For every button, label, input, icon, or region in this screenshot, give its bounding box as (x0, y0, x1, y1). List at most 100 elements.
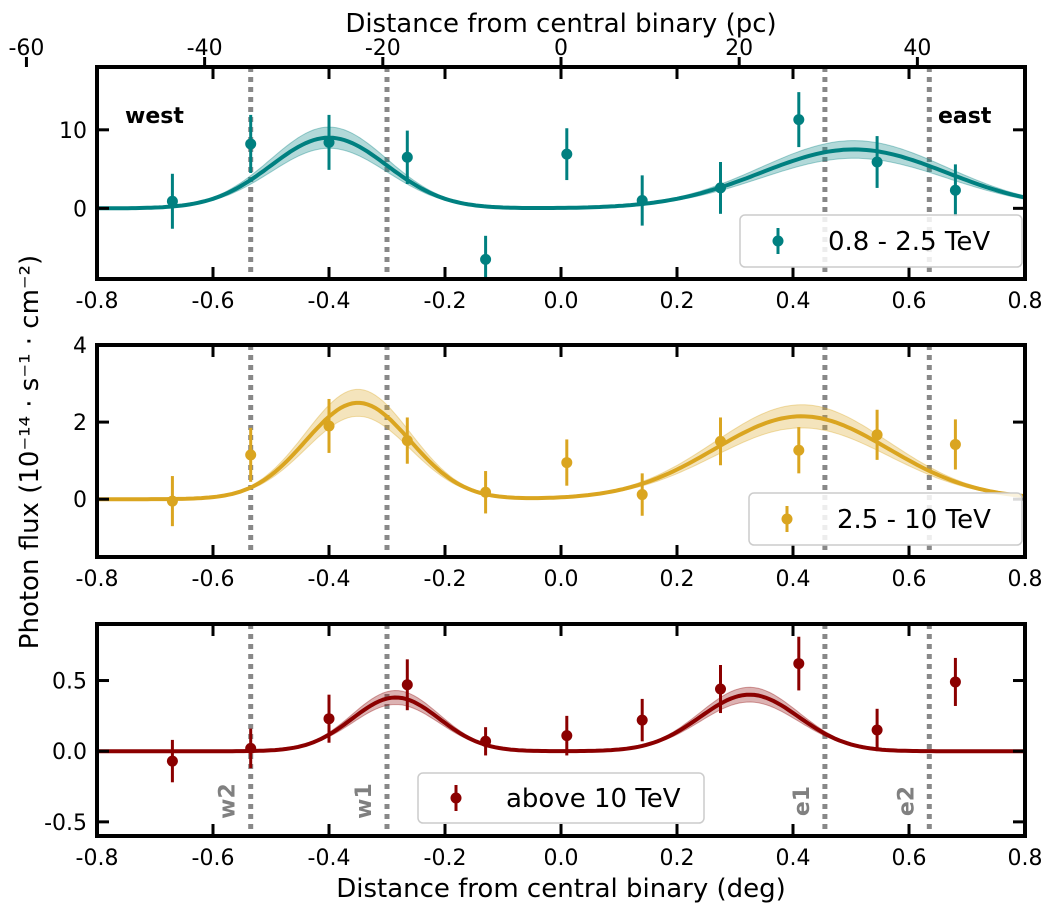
x-tick-label: 0.6 (892, 846, 927, 871)
model-fit-line (97, 692, 1025, 754)
data-point (323, 136, 335, 148)
data-point (715, 182, 726, 194)
x-axis-label-deg: Distance from central binary (deg) (336, 874, 786, 904)
chart-panel-bottom: -0.8 -0.6 -0.4 -0.2 0.0 0.2 0.4 0.6 0.8 -0.5 0.0 0.… (44, 622, 1043, 871)
data-point (166, 495, 178, 507)
data-point (401, 435, 413, 447)
x-tick-label: -0.6 (192, 289, 235, 314)
x-tick-label: 0.0 (544, 567, 579, 592)
chart-panel-middle: -0.8 -0.6 -0.4 -0.2 0.0 0.2 0.4 0.6 0.8 0 2 4 2.5 - … (73, 334, 1043, 592)
data-point (245, 742, 257, 754)
region-label-west: west (125, 104, 184, 129)
data-point (561, 457, 573, 469)
data-point (561, 730, 573, 742)
y-tick-label: 0 (73, 197, 87, 222)
x-tick-label: -0.4 (308, 846, 351, 871)
data-point (323, 713, 335, 725)
data-point (166, 755, 178, 767)
y-tick-label: 4 (73, 334, 87, 359)
top-x-tick-label: -40 (187, 36, 223, 61)
y-axis-label: Photon flux (10⁻¹⁴ · s⁻¹ · cm⁻²) (15, 255, 45, 649)
legend-box (417, 772, 705, 824)
data-point (480, 735, 492, 747)
region-marker-label: e2 (894, 786, 919, 816)
x-tick-label: -0.6 (192, 567, 235, 592)
data-point (793, 658, 805, 670)
x-tick-label: 0.4 (776, 567, 811, 592)
panel-plot-area (97, 345, 1025, 557)
data-point (401, 679, 413, 691)
x-tick-label: -0.2 (424, 289, 467, 314)
x-tick-label: 0.8 (1008, 289, 1043, 314)
legend-label: above 10 TeV (506, 784, 681, 814)
x-tick-label: -0.8 (76, 567, 119, 592)
x-tick-label: 0.0 (544, 846, 579, 871)
x-tick-label: -0.6 (192, 846, 235, 871)
x-tick-label: -0.8 (76, 289, 119, 314)
legend: above 10 TeV (417, 772, 705, 824)
y-tick-label: 0.0 (52, 740, 87, 765)
x-axis-label-pc: Distance from central binary (pc) (345, 9, 776, 39)
model-uncertainty-band (97, 686, 1025, 752)
data-point (636, 714, 648, 726)
y-tick-label: 0.5 (52, 670, 87, 695)
legend-marker (450, 792, 462, 804)
y-tick-label: 10 (59, 119, 87, 144)
data-point (480, 253, 492, 265)
data-point (949, 184, 961, 196)
top-x-tick-label: 20 (725, 36, 753, 61)
x-tick-label: 0.8 (1008, 846, 1043, 871)
data-point (793, 114, 805, 126)
x-tick-label: 0.2 (660, 846, 695, 871)
region-label-east: east (938, 104, 992, 129)
chart-panels: -0.8 -0.6 -0.4 -0.2 0.0 0.2 0.4 0.6 0.8 0 10 -60 -40… (8, 36, 1043, 871)
data-point (561, 148, 573, 160)
data-point (871, 156, 883, 168)
model-uncertainty-band (97, 126, 1025, 209)
data-point (715, 435, 726, 447)
data-point (401, 151, 413, 163)
data-point (245, 449, 257, 461)
y-tick-label: -0.5 (44, 811, 87, 836)
x-tick-label: -0.4 (308, 567, 351, 592)
legend-marker (781, 513, 793, 525)
x-tick-label: 0.6 (892, 567, 927, 592)
panel-plot-area (97, 67, 1025, 279)
chart-panel-top: -0.8 -0.6 -0.4 -0.2 0.0 0.2 0.4 0.6 0.8 0 10 -60 -40… (8, 36, 1043, 314)
top-x-tick-label: -20 (365, 36, 401, 61)
y-tick-label: 2 (73, 411, 87, 436)
x-tick-label: -0.8 (76, 846, 119, 871)
data-point (871, 724, 883, 736)
top-x-tick-label: 40 (903, 36, 931, 61)
x-tick-label: 0.0 (544, 289, 579, 314)
x-tick-label: -0.2 (424, 567, 467, 592)
y-tick-label: 0 (73, 488, 87, 513)
panel-plot-area (97, 624, 1025, 836)
region-marker-label: w1 (352, 783, 377, 819)
x-tick-label: 0.2 (660, 289, 695, 314)
x-tick-label: 0.2 (660, 567, 695, 592)
legend-label: 0.8 - 2.5 TeV (828, 227, 990, 257)
data-point (480, 486, 492, 498)
region-marker-label: e1 (790, 786, 815, 816)
top-x-tick-label: -60 (8, 36, 44, 61)
data-point (323, 420, 335, 432)
data-point (166, 195, 178, 207)
data-point (636, 489, 648, 501)
top-x-tick-label: 0 (554, 36, 568, 61)
legend-box (739, 214, 1023, 268)
legend-label: 2.5 - 10 TeV (837, 505, 991, 535)
data-point (949, 676, 961, 688)
legend: 2.5 - 10 TeV (748, 492, 1023, 546)
data-point (949, 438, 961, 450)
x-tick-label: -0.4 (308, 289, 351, 314)
x-tick-label: 0.4 (776, 846, 811, 871)
model-fit-line (97, 135, 1025, 211)
x-tick-label: 0.6 (892, 289, 927, 314)
model-uncertainty-band (97, 388, 1025, 500)
x-tick-label: 0.4 (776, 289, 811, 314)
data-point (245, 138, 257, 150)
data-point (793, 444, 805, 456)
legend-box (748, 492, 1023, 546)
